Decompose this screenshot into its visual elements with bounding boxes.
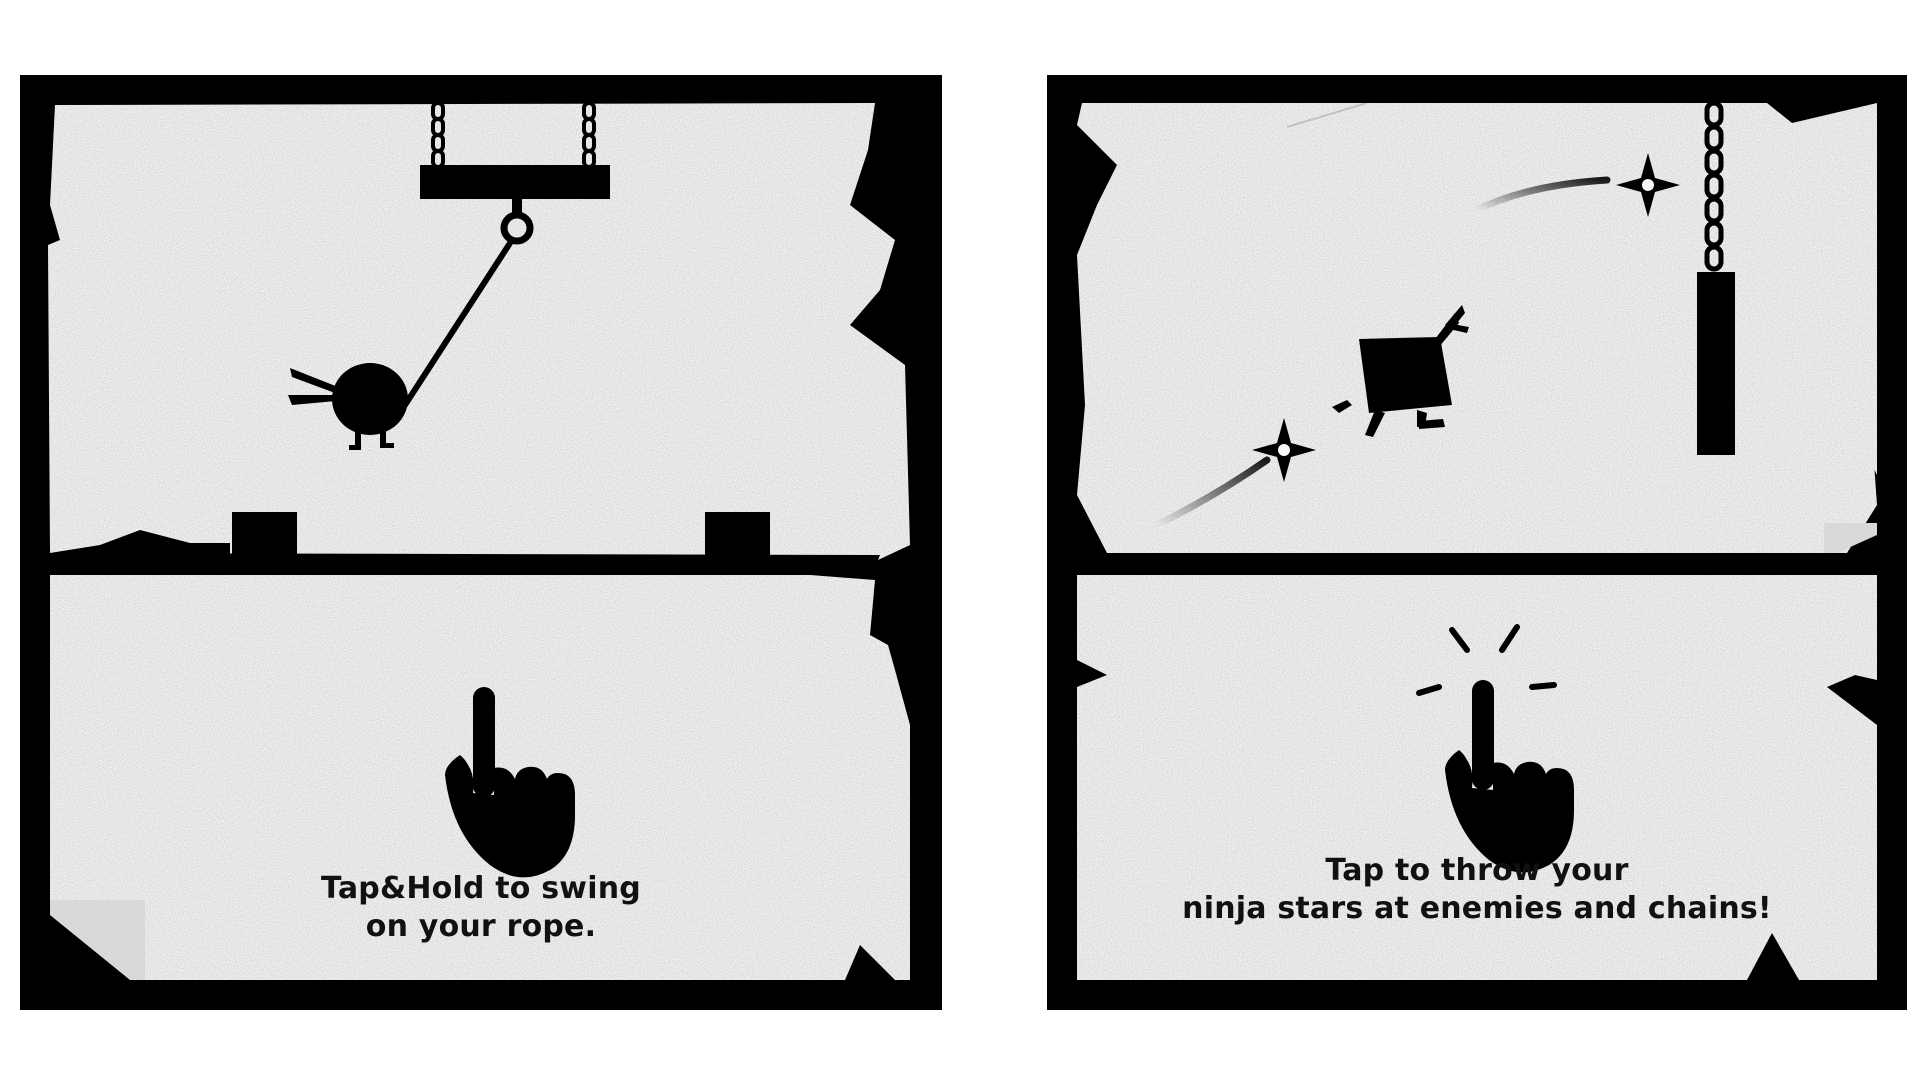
swing-tutorial-artwork	[48, 101, 910, 980]
swing-instruction-text: Tap&Hold to swing on your rope.	[20, 870, 942, 946]
swing-scene-panel	[48, 103, 910, 560]
hanging-chain-target	[1697, 100, 1735, 455]
ninja-star-icon	[1616, 153, 1680, 217]
corner-fold	[50, 900, 145, 980]
hanging-anchor-bar	[420, 101, 610, 245]
ground-block-left	[232, 512, 297, 557]
swing-tutorial-card: Tap&Hold to swing on your rope.	[20, 75, 942, 1010]
throw-scene-panel	[1077, 103, 1877, 553]
throw-tutorial-artwork	[1077, 100, 1877, 980]
swing-caption-line-2: on your rope.	[365, 909, 597, 944]
pointing-hand-icon	[445, 687, 575, 878]
throw-caption-line-2: ninja stars at enemies and chains!	[1182, 891, 1772, 926]
tapping-hand-icon	[1416, 624, 1574, 873]
swing-caption-line-1: Tap&Hold to swing	[321, 871, 641, 906]
throw-tutorial-card: Tap to throw your ninja stars at enemies…	[1047, 75, 1907, 1010]
round-ninja-character	[288, 363, 408, 450]
chain-right	[582, 101, 596, 169]
ground-block-right	[705, 512, 770, 557]
throw-caption-line-1: Tap to throw your	[1325, 853, 1629, 888]
corner-fold	[1824, 523, 1877, 553]
ninja-star-icon	[1252, 418, 1316, 482]
throw-instruction-text: Tap to throw your ninja stars at enemies…	[1047, 852, 1907, 928]
square-ninja-character	[1332, 305, 1469, 437]
swing-rope	[402, 237, 515, 408]
